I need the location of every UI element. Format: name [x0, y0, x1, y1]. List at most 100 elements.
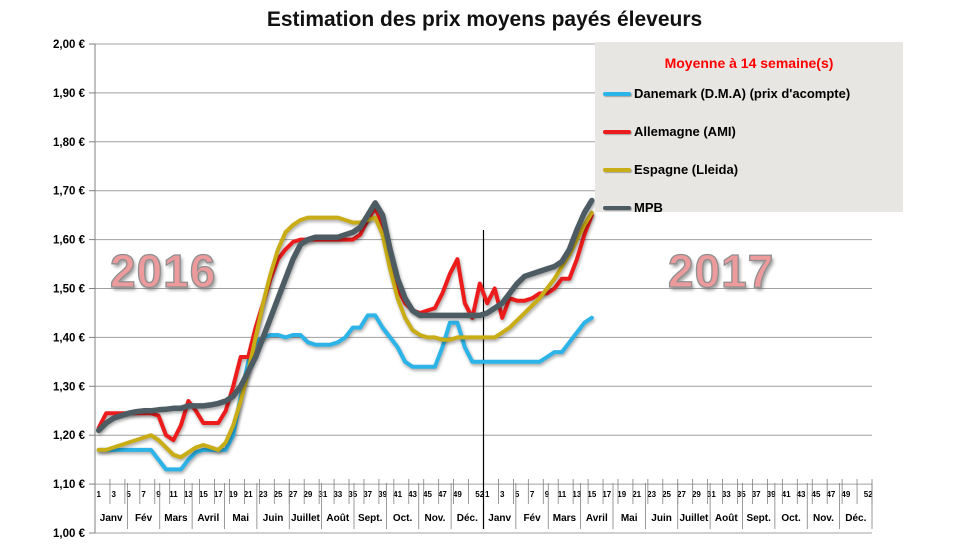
svg-text:21: 21 — [632, 490, 641, 499]
svg-text:Nov.: Nov. — [813, 513, 834, 524]
svg-text:Janv: Janv — [488, 513, 511, 524]
series-line-4 — [95, 197, 595, 434]
svg-text:52: 52 — [864, 490, 873, 499]
svg-text:Déc.: Déc. — [457, 513, 478, 524]
svg-text:33: 33 — [722, 490, 731, 499]
legend-item-label: MPB — [634, 200, 663, 215]
svg-text:39: 39 — [378, 490, 387, 499]
svg-text:19: 19 — [229, 490, 238, 499]
svg-text:Oct.: Oct. — [781, 513, 801, 524]
svg-text:52: 52 — [475, 490, 484, 499]
svg-text:29: 29 — [303, 490, 312, 499]
svg-text:1,50 €: 1,50 € — [53, 284, 86, 296]
svg-text:15: 15 — [199, 490, 208, 499]
svg-text:3: 3 — [500, 490, 505, 499]
series-line-3 — [96, 210, 594, 460]
legend-item: Allemagne (AMI) — [603, 124, 736, 139]
legend-swatch-icon — [603, 205, 631, 210]
svg-text:Juin: Juin — [263, 513, 284, 524]
svg-text:Avril: Avril — [197, 513, 219, 524]
svg-text:Août: Août — [715, 513, 738, 524]
svg-text:1,00 €: 1,00 € — [53, 528, 86, 540]
svg-text:21: 21 — [244, 490, 253, 499]
legend-swatch-icon — [603, 167, 631, 172]
svg-text:49: 49 — [453, 490, 462, 499]
svg-text:23: 23 — [647, 490, 656, 499]
svg-text:45: 45 — [423, 490, 432, 499]
svg-text:41: 41 — [393, 490, 402, 499]
svg-text:17: 17 — [602, 490, 611, 499]
svg-text:1,20 €: 1,20 € — [53, 430, 86, 442]
legend: Moyenne à 14 semaine(s) Danemark (D.M.A)… — [595, 42, 903, 215]
legend-item: Danemark (D.M.A) (prix d'acompte) — [603, 86, 850, 101]
svg-text:Mai: Mai — [232, 513, 249, 524]
svg-text:37: 37 — [363, 490, 372, 499]
svg-text:Fév: Fév — [135, 513, 153, 524]
svg-text:Avril: Avril — [586, 513, 608, 524]
svg-text:1,90 €: 1,90 € — [53, 88, 86, 100]
svg-text:Mars: Mars — [553, 513, 577, 524]
svg-text:29: 29 — [692, 490, 701, 499]
svg-text:Déc.: Déc. — [845, 513, 866, 524]
legend-item-label: Allemagne (AMI) — [634, 124, 736, 139]
svg-text:Mars: Mars — [164, 513, 188, 524]
legend-swatch-icon — [603, 91, 631, 96]
svg-text:45: 45 — [812, 490, 821, 499]
svg-text:49: 49 — [841, 490, 850, 499]
svg-text:35: 35 — [348, 490, 357, 499]
svg-text:41: 41 — [782, 490, 791, 499]
year-label-2017: 2017 — [667, 244, 775, 297]
svg-text:47: 47 — [826, 490, 835, 499]
svg-text:7: 7 — [530, 490, 535, 499]
svg-text:Sept.: Sept. — [746, 513, 771, 524]
svg-text:31: 31 — [318, 490, 327, 499]
svg-text:23: 23 — [259, 490, 268, 499]
svg-text:33: 33 — [333, 490, 342, 499]
svg-text:15: 15 — [587, 490, 596, 499]
svg-text:Juin: Juin — [651, 513, 672, 524]
svg-text:Nov.: Nov. — [424, 513, 445, 524]
series-line-1 — [96, 313, 594, 472]
svg-text:1: 1 — [97, 490, 102, 499]
svg-text:9: 9 — [156, 490, 161, 499]
series-lines — [95, 197, 595, 472]
svg-text:1,40 €: 1,40 € — [53, 332, 86, 344]
svg-text:1,30 €: 1,30 € — [53, 381, 86, 393]
legend-item-label: Espagne (Lleida) — [634, 162, 739, 177]
svg-text:37: 37 — [752, 490, 761, 499]
legend-item: Espagne (Lleida) — [603, 162, 738, 177]
svg-text:Août: Août — [326, 513, 349, 524]
svg-text:43: 43 — [408, 490, 417, 499]
svg-text:Sept.: Sept. — [358, 513, 383, 524]
svg-text:1,10 €: 1,10 € — [53, 479, 86, 491]
x-axis-ticks — [94, 479, 873, 529]
legend-item: MPB — [603, 200, 663, 215]
y-axis — [89, 43, 96, 534]
svg-text:1,70 €: 1,70 € — [53, 186, 86, 198]
legend-item-label: Danemark (D.M.A) (prix d'acompte) — [634, 86, 851, 101]
svg-text:43: 43 — [797, 490, 806, 499]
svg-text:27: 27 — [289, 490, 298, 499]
svg-text:47: 47 — [438, 490, 447, 499]
svg-text:13: 13 — [184, 490, 193, 499]
x-axis-month-labels: Janv Fév Mars Avril Mai Juin Juillet Août Sept. O… — [100, 513, 867, 524]
svg-text:17: 17 — [214, 490, 223, 499]
svg-text:1,60 €: 1,60 € — [53, 235, 86, 247]
svg-text:5: 5 — [126, 490, 131, 499]
svg-text:9: 9 — [545, 490, 550, 499]
legend-title: Moyenne à 14 semaine(s) — [664, 55, 834, 71]
svg-text:7: 7 — [141, 490, 146, 499]
legend-swatch-icon — [603, 129, 631, 134]
x-axis-week-labels: 1 3 5 7 9 11 13 15 17 19 21 23 25 27 29 31 33 35 37 39 41 43 4… — [97, 490, 874, 499]
svg-text:Mai: Mai — [621, 513, 638, 524]
svg-text:Juillet: Juillet — [679, 513, 709, 524]
svg-text:11: 11 — [169, 490, 178, 499]
svg-text:1: 1 — [485, 490, 490, 499]
svg-text:25: 25 — [274, 490, 283, 499]
svg-text:11: 11 — [558, 490, 567, 499]
svg-text:31: 31 — [707, 490, 716, 499]
svg-text:2,00 €: 2,00 € — [53, 39, 86, 51]
series-line-2 — [96, 205, 594, 443]
